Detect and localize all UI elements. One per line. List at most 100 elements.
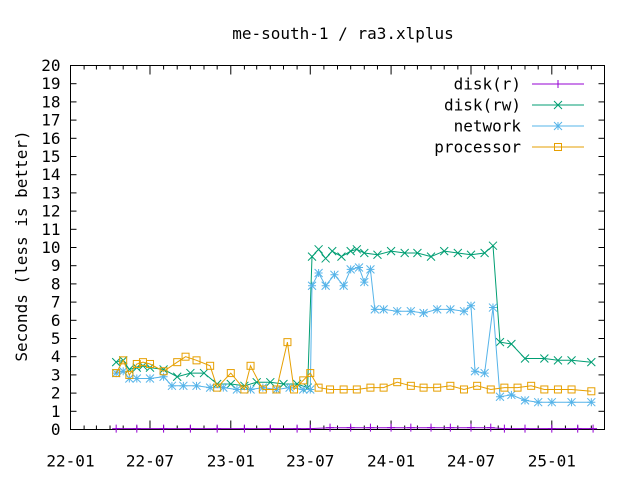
data-point: [392, 306, 402, 316]
series-0: [112, 423, 598, 433]
data-point: [179, 381, 188, 391]
data-point: [326, 423, 335, 432]
legend-marker: [553, 100, 563, 110]
data-point: [426, 252, 436, 261]
data-point: [186, 368, 195, 378]
data-point: [246, 361, 255, 370]
data-point: [453, 248, 463, 258]
data-point: [346, 264, 356, 274]
data-point: [327, 246, 337, 256]
legend-label: network: [454, 117, 522, 136]
legend-marker: [554, 80, 562, 88]
y-tick-label: 15: [41, 147, 60, 166]
data-point: [473, 381, 482, 390]
data-point: [500, 424, 509, 433]
data-point: [480, 368, 489, 378]
data-point: [547, 424, 556, 433]
data-point: [352, 244, 362, 254]
data-point: [533, 397, 543, 407]
y-tick-label: 20: [41, 56, 60, 75]
data-point: [520, 396, 530, 405]
data-point: [446, 423, 455, 432]
data-point: [213, 383, 222, 392]
data-point: [205, 383, 215, 392]
x-tick-label: 25-01: [528, 452, 576, 471]
data-point: [586, 397, 596, 407]
y-tick-label: 5: [51, 329, 61, 348]
data-point: [379, 305, 388, 314]
data-point: [206, 361, 215, 370]
x-tick-label: 24-01: [367, 452, 415, 471]
y-tick-label: 17: [41, 111, 60, 130]
data-point: [321, 281, 330, 291]
data-point: [513, 383, 522, 392]
data-point: [432, 305, 442, 314]
data-point: [307, 281, 317, 291]
data-point: [246, 385, 255, 394]
data-point: [240, 424, 249, 433]
data-point: [359, 248, 369, 258]
chart-title: me-south-1 / ra3.xlplus: [232, 24, 454, 43]
series-2: [111, 263, 596, 407]
data-point: [366, 423, 375, 432]
x-tick-label: 22-01: [46, 452, 94, 471]
data-point: [527, 381, 536, 390]
data-point: [240, 385, 249, 394]
data-point: [486, 423, 495, 432]
data-point: [589, 424, 598, 433]
data-point: [466, 301, 476, 311]
y-tick-label: 16: [41, 129, 60, 148]
data-point: [337, 252, 346, 261]
data-point: [433, 383, 442, 392]
data-point: [272, 385, 281, 394]
data-point: [370, 305, 380, 314]
y-tick-label: 0: [51, 420, 61, 439]
data-point: [520, 354, 530, 363]
y-tick-label: 8: [51, 274, 61, 293]
series-line: [116, 244, 592, 389]
data-point: [314, 268, 323, 278]
data-point: [488, 241, 498, 251]
data-point: [406, 381, 415, 390]
data-point: [521, 424, 530, 433]
data-point: [159, 372, 168, 382]
data-point: [112, 424, 121, 433]
legend-marker: [554, 143, 562, 151]
data-point: [192, 381, 201, 391]
y-tick-label: 10: [41, 238, 60, 257]
legend: disk(r) disk(rw) network processor: [434, 75, 584, 157]
data-point: [299, 376, 308, 385]
data-point: [567, 355, 576, 365]
data-point: [145, 359, 154, 368]
data-point: [125, 370, 134, 379]
data-point: [467, 423, 475, 432]
data-point: [439, 246, 449, 256]
data-point: [480, 248, 489, 258]
y-tick-label: 13: [41, 183, 60, 202]
data-point: [265, 377, 275, 387]
series-line: [115, 341, 592, 392]
y-tick-label: 12: [41, 202, 60, 221]
data-point: [290, 385, 299, 394]
data-point: [314, 383, 323, 392]
data-point: [387, 423, 396, 432]
data-point: [339, 281, 349, 291]
data-point: [306, 369, 315, 378]
data-point: [132, 359, 141, 368]
data-point: [573, 424, 582, 433]
data-point: [507, 390, 516, 400]
data-point: [266, 424, 275, 433]
data-point: [567, 385, 576, 394]
data-point: [119, 356, 128, 365]
y-tick-label: 7: [51, 293, 61, 312]
y-tick-label: 14: [41, 165, 60, 184]
data-point: [488, 303, 498, 312]
y-tick-label: 11: [41, 220, 60, 239]
data-point: [298, 385, 308, 394]
y-tick-label: 9: [51, 256, 61, 275]
y-tick-label: 3: [51, 365, 61, 384]
data-point: [400, 248, 410, 258]
y-axis-label: Seconds (less is better): [12, 130, 31, 361]
data-point: [446, 381, 455, 390]
